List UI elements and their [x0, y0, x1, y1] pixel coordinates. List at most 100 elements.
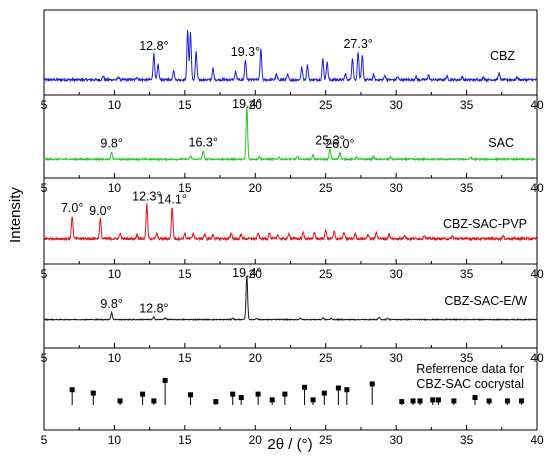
panel-2-series-label: SAC — [488, 136, 514, 150]
reference-marker — [435, 397, 441, 403]
panel-3-tick-label: 40 — [530, 267, 544, 281]
reference-marker — [399, 399, 405, 405]
panel-2-peak-annotation: 25.3° — [315, 134, 344, 148]
panel-3-tick-label: 30 — [389, 267, 403, 281]
panel-4-tick-label: 15 — [178, 351, 192, 365]
panel-5-tick-label: 30 — [389, 433, 403, 447]
panel-1-peak-annotation: 19.3° — [231, 45, 260, 59]
panel-3-tick-label: 15 — [178, 267, 192, 281]
panel-4-tick-label: 30 — [389, 351, 403, 365]
reference-marker — [238, 395, 244, 401]
reference-marker — [302, 384, 308, 390]
panel-1-tick-label: 35 — [460, 98, 474, 112]
panel-1-peak-annotation: 12.8° — [139, 39, 168, 53]
panel-2-peak-annotation: 9.8° — [100, 137, 122, 151]
panel-1-tick-label: 30 — [389, 98, 403, 112]
panel-3-peak-annotation: 7.0° — [61, 201, 83, 215]
panel-2-tick-label: 30 — [389, 181, 403, 195]
panel-4-tick-label: 40 — [530, 351, 544, 365]
panel-3-peak-annotation: 9.0° — [89, 204, 111, 218]
panel-3-trace — [43, 203, 538, 242]
panel-4-tick-label: 35 — [460, 351, 474, 365]
panel-3-series-label: CBZ-SAC-PVP — [443, 217, 527, 231]
panel-2-trace — [43, 107, 538, 162]
panel-4-tick-label: 25 — [319, 351, 333, 365]
panel-5-series-label: Referrence data for — [416, 362, 524, 376]
axis-ticks — [43, 90, 538, 430]
panel-1-tick-label: 20 — [249, 98, 263, 112]
reference-marker — [140, 391, 146, 397]
panel-5-tick-label: 15 — [178, 433, 192, 447]
x-axis-title: 2θ / (°) — [267, 436, 312, 453]
panel-3-tick-label: 20 — [249, 267, 263, 281]
panel-2-tick-label: 20 — [249, 181, 263, 195]
panel-2-tick-label: 25 — [319, 181, 333, 195]
reference-marker — [117, 398, 123, 404]
panel-2-peak-annotation: 16.3° — [189, 136, 218, 150]
y-axis-title: Intensity — [7, 187, 24, 243]
panel-2-tick-label: 5 — [41, 181, 48, 195]
xrd-traces — [43, 30, 538, 405]
reference-marker — [162, 378, 168, 384]
panel-4-tick-label: 20 — [249, 351, 263, 365]
reference-marker — [310, 397, 316, 403]
panel-5-tick-label: 35 — [460, 433, 474, 447]
panel-5-tick-label: 40 — [530, 433, 544, 447]
panel-1-tick-label: 15 — [178, 98, 192, 112]
panel-3-tick-label: 10 — [108, 267, 122, 281]
reference-marker — [187, 392, 193, 398]
panel-3-tick-label: 25 — [319, 267, 333, 281]
reference-marker — [451, 398, 457, 404]
reference-marker — [230, 391, 236, 397]
panel-2-peak-annotation: 26.0° — [325, 137, 354, 151]
reference-marker — [151, 398, 157, 404]
reference-marker — [417, 398, 423, 404]
reference-marker — [213, 399, 219, 405]
reference-marker — [269, 397, 275, 403]
reference-marker — [69, 387, 75, 393]
reference-marker — [90, 390, 96, 396]
panel-5-tick-label: 20 — [249, 433, 263, 447]
panel-1-peak-annotation: 27.3° — [343, 37, 372, 51]
reference-marker — [430, 397, 436, 403]
panel-2-tick-label: 40 — [530, 181, 544, 195]
panel-4-tick-label: 5 — [41, 351, 48, 365]
reference-marker — [504, 398, 510, 404]
panel-3-peak-annotation: 14.1° — [158, 192, 187, 206]
reference-marker — [369, 381, 375, 387]
panel-3-tick-label: 5 — [41, 267, 48, 281]
panel-2-tick-label: 15 — [178, 181, 192, 195]
panel-5-tick-label: 5 — [41, 433, 48, 447]
panel-5-tick-label: 25 — [319, 433, 333, 447]
panel-2-tick-label: 35 — [460, 181, 474, 195]
panel-4-peak-annotation: 12.8° — [139, 301, 168, 315]
reference-marker — [472, 395, 478, 401]
panel-5-series-label: CBZ-SAC cocrystal — [416, 377, 524, 391]
reference-marker — [344, 387, 350, 393]
panel-1-tick-label: 40 — [530, 98, 544, 112]
panel-1-frame — [43, 9, 538, 96]
reference-marker — [519, 398, 525, 404]
panel-1-trace — [43, 30, 538, 83]
panel-1-tick-label: 25 — [319, 98, 333, 112]
panel-4-series-label: CBZ-SAC-E/W — [444, 294, 527, 308]
panel-1-series-label: CBZ — [490, 49, 515, 63]
reference-marker — [486, 398, 492, 404]
panel-4-tick-label: 10 — [108, 351, 122, 365]
reference-marker — [282, 391, 288, 397]
panel-2-tick-label: 10 — [108, 181, 122, 195]
panel-2-peak-annotation: 19.4° — [232, 97, 261, 111]
panel-4-peak-annotation: 9.8° — [100, 297, 122, 311]
panel-3-tick-label: 35 — [460, 267, 474, 281]
reference-marker — [335, 385, 341, 391]
reference-marker — [255, 391, 261, 397]
reference-marker — [321, 390, 327, 396]
chart-labels: 5 10 15 20 25 30 35 40 12.8° 19.3° 27.3° CBZ 5 10 15 20… — [41, 37, 544, 447]
panel-4-trace — [43, 275, 538, 322]
panel-1-tick-label: 10 — [108, 98, 122, 112]
panel-3-peak-annotation: 12.3° — [132, 190, 161, 204]
panel-1-tick-label: 5 — [41, 98, 48, 112]
panel-5-tick-label: 10 — [108, 433, 122, 447]
reference-marker — [410, 398, 416, 404]
